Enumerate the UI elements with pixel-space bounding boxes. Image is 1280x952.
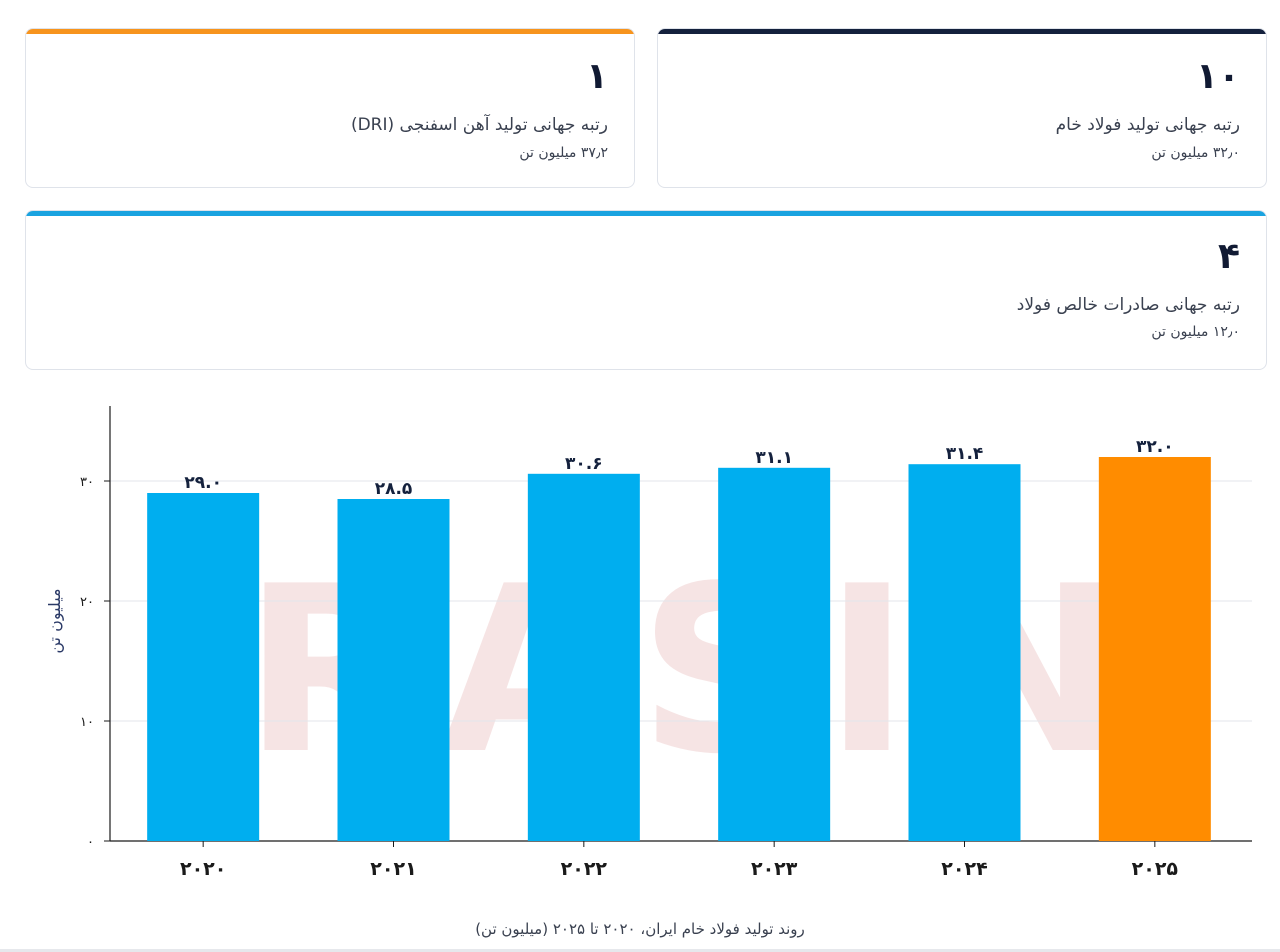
bar-value-label: ۳۲.۰: [1136, 437, 1174, 457]
crude-steel-rank-label: رتبه جهانی تولید فولاد خام: [1055, 115, 1240, 135]
bar-3: [718, 467, 831, 841]
bar-value-label: ۳۱.۱: [755, 448, 793, 468]
bar-value-label: ۲۹.۰: [184, 473, 222, 493]
bar-0: [147, 493, 260, 841]
x-tick-label: ۲۰۲۵: [1132, 858, 1179, 880]
card-accent-bar: [26, 211, 1266, 216]
y-tick-label: ۳۰: [80, 475, 94, 490]
dri-rank-label: رتبه جهانی تولید آهن اسفنجی (DRI): [350, 115, 608, 135]
net-export-rank-label: رتبه جهانی صادرات خالص فولاد: [1016, 295, 1240, 315]
net-export-rank-value: ۴: [1218, 236, 1240, 277]
bar-value-label: ۲۸.۵: [375, 479, 413, 499]
card-accent-bar: [658, 29, 1266, 34]
bar-5: [1098, 457, 1211, 841]
bar-value-label: ۳۱.۴: [946, 444, 984, 464]
crude-steel-rank-value: ۱۰: [1196, 56, 1240, 97]
x-tick-label: ۲۰۲۱: [370, 858, 416, 880]
x-tick-label: ۲۰۲۰: [180, 858, 226, 880]
card-accent-bar: [26, 29, 634, 34]
chart-caption: روند تولید فولاد خام ایران، ۲۰۲۰ تا ۲۰۲۵…: [475, 920, 805, 938]
bar-value-label: ۳۰.۶: [565, 454, 603, 474]
net-export-rank-card: ۴ رتبه جهانی صادرات خالص فولاد ۱۲٫۰ میلی…: [25, 210, 1267, 370]
crude-steel-production-amount: ۳۲٫۰ میلیون تن: [1151, 145, 1240, 161]
bottom-divider: [0, 949, 1280, 952]
dri-rank-card: ۱ رتبه جهانی تولید آهن اسفنجی (DRI) ۳۷٫۲…: [25, 28, 635, 188]
net-export-amount: ۱۲٫۰ میلیون تن: [1151, 324, 1240, 340]
x-tick-label: ۲۰۲۲: [561, 858, 608, 880]
x-tick-label: ۲۰۲۳: [751, 858, 798, 880]
bar-2: [527, 473, 640, 841]
dri-rank-value: ۱: [586, 56, 608, 97]
bar-1: [337, 499, 450, 841]
y-tick-label: ۱۰: [80, 715, 94, 730]
crude-steel-rank-card: ۱۰ رتبه جهانی تولید فولاد خام ۳۲٫۰ میلیو…: [657, 28, 1267, 188]
y-tick-label: ۰: [87, 835, 94, 850]
x-tick-label: ۲۰۲۴: [941, 858, 987, 880]
y-tick-label: ۲۰: [80, 595, 94, 610]
y-axis-title: میلیون تن: [45, 588, 65, 653]
bar-4: [908, 464, 1021, 841]
dri-production-amount: ۳۷٫۲ میلیون تن: [519, 145, 608, 161]
